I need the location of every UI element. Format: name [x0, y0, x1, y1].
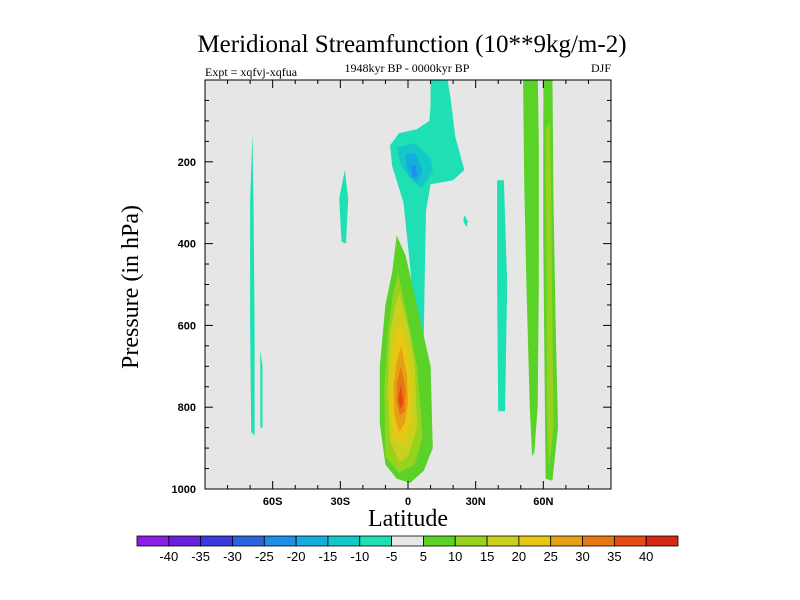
colorbar-level-label: 30 — [575, 549, 589, 564]
contour-region-6 — [411, 165, 417, 178]
y-tick-label: 600 — [178, 320, 196, 332]
x-tick-label: 60S — [263, 496, 283, 508]
colorbar-level-label: 40 — [639, 549, 653, 564]
colorbar-box-10 — [454, 535, 488, 547]
colorbar-box-7 — [359, 535, 392, 547]
colorbar-level-label: -15 — [319, 549, 338, 564]
colorbar-box-11 — [486, 535, 520, 547]
season-label: DJF — [591, 61, 611, 75]
colorbar-box-6 — [327, 535, 361, 547]
colorbar-box-8 — [391, 535, 424, 547]
chart-title: Meridional Streamfunction (10**9kg/m-2) — [197, 31, 626, 58]
colorbar-box-13 — [550, 535, 583, 547]
colorbar-box-2 — [200, 535, 233, 547]
contour-region-19 — [538, 80, 544, 121]
colorbar-level-label: 5 — [420, 549, 427, 564]
contour-region-2 — [339, 170, 349, 244]
colorbar-level-label: -20 — [287, 549, 306, 564]
colorbar-box-15 — [613, 535, 647, 547]
colorbar-box-5 — [295, 535, 329, 547]
x-axis-label: Latitude — [368, 506, 448, 532]
contour-region-3 — [390, 80, 465, 336]
contour-region-18 — [545, 120, 554, 469]
colorbar-level-label: -10 — [350, 549, 369, 564]
colorbar-box-0 — [136, 535, 170, 547]
contour-region-8 — [497, 180, 508, 412]
colorbar-box-14 — [582, 535, 615, 547]
colorbar-box-12 — [518, 535, 552, 547]
x-tick-label: 30N — [466, 496, 486, 508]
contour-region-7 — [463, 215, 468, 228]
colorbar-level-label: 10 — [448, 549, 462, 564]
colorbar-level-label: 25 — [543, 549, 557, 564]
y-tick-label: 200 — [178, 157, 196, 169]
colorbar-level-label: 35 — [607, 549, 621, 564]
contour-region-16 — [523, 80, 539, 457]
contour-region-0 — [250, 133, 255, 436]
experiment-label: Expt = xqfvj-xqfua — [205, 65, 298, 79]
y-tick-label: 400 — [178, 239, 196, 251]
contour-region-1 — [260, 349, 263, 428]
x-tick-label: 0 — [405, 496, 411, 508]
colorbar-box-4 — [263, 535, 297, 547]
colorbar-level-label: 15 — [480, 549, 494, 564]
colorbar-level-label: -30 — [223, 549, 242, 564]
colorbar-level-label: -25 — [255, 549, 274, 564]
colorbar: -40 -35 -30 -25 -20 -15 -10 -5 5 10 15 20 25 30 35 40 — [136, 535, 679, 564]
y-axis-label: Pressure (in hPa) — [118, 205, 144, 369]
colorbar-box-9 — [423, 535, 456, 547]
axis-layer: 60S 30S 0 30N 60N 200 400 600 800 1000 — [172, 79, 612, 508]
colorbar-level-label: -40 — [159, 549, 178, 564]
y-tick-label: 1000 — [172, 484, 196, 496]
x-tick-label: 60N — [533, 496, 553, 508]
colorbar-level-label: -35 — [191, 549, 210, 564]
chart-subtitle: 1948kyr BP - 0000kyr BP — [345, 61, 470, 75]
y-tick-label: 800 — [178, 402, 196, 414]
colorbar-box-16 — [645, 535, 679, 547]
x-tick-label: 30S — [331, 496, 351, 508]
colorbar-box-3 — [232, 535, 265, 547]
contour-region-15 — [397, 384, 404, 410]
contour-layer — [250, 80, 558, 483]
colorbar-level-label: -5 — [386, 549, 398, 564]
colorbar-level-label: 20 — [512, 549, 526, 564]
colorbar-box-1 — [168, 535, 202, 547]
